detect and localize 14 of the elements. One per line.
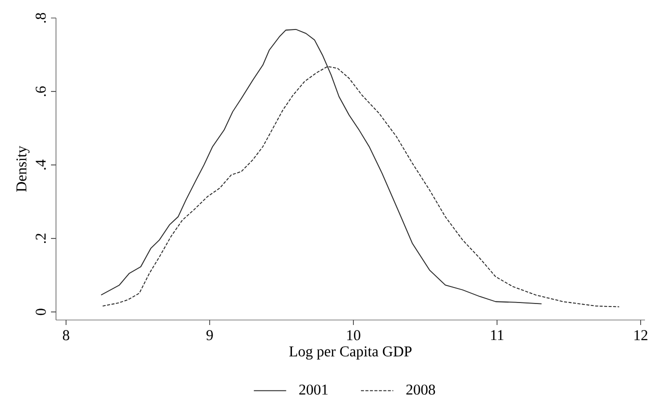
x-tick-label: 9 — [206, 330, 213, 340]
x-axis-title: Log per Capita GDP — [289, 346, 412, 360]
y-tick-label: .8 — [36, 12, 46, 23]
x-tick-label: 8 — [62, 330, 70, 340]
x-tick-label: 11 — [491, 330, 504, 340]
y-tick-label: .2 — [36, 234, 46, 244]
y-tick-label: .6 — [36, 86, 46, 96]
y-axis-title: Density — [16, 146, 30, 192]
x-tick-label: 12 — [634, 330, 648, 340]
y-tick-label: 0 — [36, 308, 46, 316]
legend-label: 2008 — [406, 384, 436, 395]
x-tick-label: 10 — [347, 330, 360, 340]
legend-label: 2001 — [299, 384, 328, 395]
y-tick-label: .4 — [36, 160, 46, 170]
